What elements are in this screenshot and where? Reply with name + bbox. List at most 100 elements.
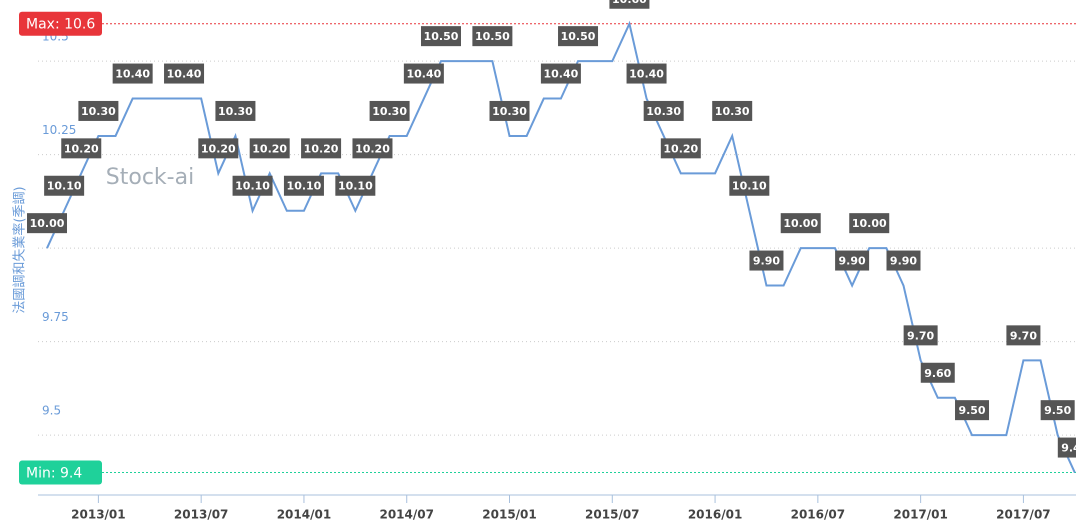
x-tick-label: 2014/07 bbox=[379, 508, 433, 522]
data-label-box bbox=[835, 250, 870, 271]
data-label-text: 10.10 bbox=[732, 180, 767, 193]
data-label: 9.70 bbox=[1006, 325, 1041, 346]
data-label: 10.00 bbox=[849, 213, 890, 234]
data-label-text: 10.40 bbox=[629, 68, 664, 81]
data-label-text: 10.20 bbox=[304, 142, 339, 155]
data-label-box bbox=[301, 138, 342, 159]
data-label: 10.50 bbox=[558, 26, 599, 47]
data-label: 10.50 bbox=[420, 26, 461, 47]
data-label: 10.40 bbox=[112, 63, 153, 84]
data-label: 10.30 bbox=[369, 100, 410, 121]
data-label-text: 10.20 bbox=[355, 142, 390, 155]
data-label: 10.20 bbox=[660, 138, 701, 159]
data-label-box bbox=[660, 138, 701, 159]
data-label: 10.00 bbox=[27, 213, 67, 234]
reference-label-box bbox=[19, 460, 102, 485]
data-label-box bbox=[1040, 400, 1075, 421]
data-label-box bbox=[198, 138, 239, 159]
data-label-box bbox=[472, 26, 513, 47]
reference-label: Max: 10.6 bbox=[19, 11, 102, 36]
data-label: 9.50 bbox=[1040, 400, 1075, 421]
data-label-box bbox=[643, 100, 684, 121]
data-label-text: 10.10 bbox=[338, 180, 373, 193]
data-label-box bbox=[1006, 325, 1041, 346]
data-label-box bbox=[849, 213, 890, 234]
data-label-text: 10.10 bbox=[47, 180, 82, 193]
data-label-box bbox=[1057, 437, 1076, 458]
data-label: 10.10 bbox=[335, 175, 376, 196]
data-label: 10.30 bbox=[78, 100, 119, 121]
data-label: 9.70 bbox=[903, 325, 938, 346]
x-tick-label: 2017/01 bbox=[893, 508, 947, 522]
x-tick-label: 2017/07 bbox=[996, 508, 1050, 522]
reference-label: Min: 9.4 bbox=[19, 460, 102, 485]
data-label-text: 9.50 bbox=[958, 404, 985, 417]
data-label-text: 10.20 bbox=[201, 142, 236, 155]
data-label-box bbox=[626, 63, 667, 84]
data-label: 9.90 bbox=[835, 250, 870, 271]
data-label-box bbox=[232, 175, 273, 196]
line-series bbox=[46, 20, 1076, 473]
data-label: 9.50 bbox=[955, 400, 990, 421]
data-label-box bbox=[78, 100, 119, 121]
data-label-text: 9.90 bbox=[890, 255, 917, 268]
data-label-box bbox=[420, 26, 461, 47]
data-label-box bbox=[335, 175, 376, 196]
data-label-text: 9.70 bbox=[1010, 329, 1037, 342]
x-tick-label: 2013/07 bbox=[174, 508, 228, 522]
x-tick-label: 2013/01 bbox=[71, 508, 125, 522]
data-label: 10.20 bbox=[198, 138, 239, 159]
data-label-text: 10.20 bbox=[64, 142, 99, 155]
data-label: 10.30 bbox=[712, 100, 753, 121]
data-label: 9.90 bbox=[749, 250, 784, 271]
x-tick-label: 2014/01 bbox=[277, 508, 331, 522]
data-label-text: 10.50 bbox=[475, 30, 510, 43]
data-label-text: 10.00 bbox=[30, 217, 65, 230]
data-label-text: 10.30 bbox=[81, 105, 116, 118]
data-label-box bbox=[283, 175, 324, 196]
reference-label-text: Min: 9.4 bbox=[26, 466, 82, 482]
data-label-text: 10.30 bbox=[372, 105, 407, 118]
data-label-box bbox=[780, 213, 821, 234]
data-label-text: 10.60 bbox=[612, 0, 647, 6]
data-label-box bbox=[164, 63, 205, 84]
data-label-box bbox=[215, 100, 256, 121]
data-label: 10.10 bbox=[232, 175, 273, 196]
data-label-box bbox=[609, 0, 650, 9]
data-label: 10.20 bbox=[249, 138, 290, 159]
data-label-box bbox=[369, 100, 410, 121]
reference-label-text: Max: 10.6 bbox=[26, 17, 95, 33]
data-label-box bbox=[540, 63, 581, 84]
data-label: 10.40 bbox=[164, 63, 205, 84]
data-label-text: 9.60 bbox=[924, 367, 951, 380]
watermark: Stock-ai bbox=[106, 165, 194, 190]
data-label-box bbox=[955, 400, 990, 421]
data-label: 10.40 bbox=[626, 63, 667, 84]
x-tick-label: 2015/01 bbox=[482, 508, 536, 522]
data-label-box bbox=[920, 362, 955, 383]
data-label-text: 10.10 bbox=[235, 180, 270, 193]
data-label: 9.40 bbox=[1057, 437, 1076, 458]
data-label-text: 10.30 bbox=[218, 105, 253, 118]
data-label-box bbox=[558, 26, 599, 47]
data-label-box bbox=[903, 325, 938, 346]
reference-label-box bbox=[19, 11, 102, 36]
data-label: 9.60 bbox=[920, 362, 955, 383]
data-label: 10.30 bbox=[215, 100, 256, 121]
data-label: 10.10 bbox=[283, 175, 324, 196]
x-tick-label: 2015/07 bbox=[585, 508, 639, 522]
y-tick-label: 10.25 bbox=[42, 123, 76, 137]
data-label: 10.20 bbox=[301, 138, 342, 159]
data-label-text: 9.90 bbox=[753, 255, 780, 268]
data-label: 10.20 bbox=[61, 138, 102, 159]
data-label-box bbox=[403, 63, 444, 84]
data-label-box bbox=[249, 138, 290, 159]
data-label-text: 9.90 bbox=[839, 255, 866, 268]
y-axis-label: 法國調和失業率(季調) bbox=[12, 186, 28, 313]
data-label-text: 10.30 bbox=[492, 105, 527, 118]
y-tick-label: 9.75 bbox=[42, 310, 69, 324]
data-label-text: 10.00 bbox=[783, 217, 818, 230]
data-label: 10.10 bbox=[44, 175, 85, 196]
data-label-text: 10.40 bbox=[167, 68, 202, 81]
